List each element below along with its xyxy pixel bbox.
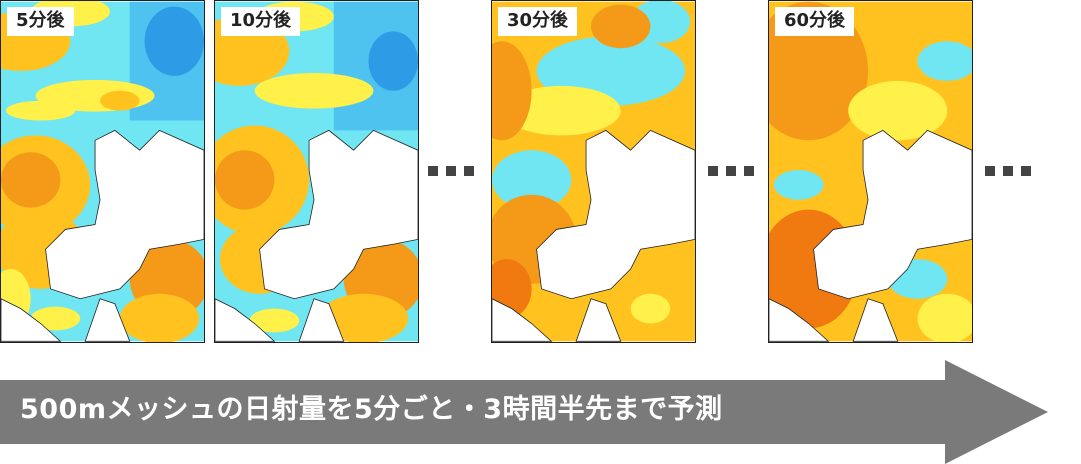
time-label: 5分後 [7,7,74,36]
time-label: 60分後 [775,7,855,36]
ellipsis-icon [708,164,754,178]
forecast-map-30min: 30分後 [491,0,696,343]
forecast-map-10min: 10分後 [214,0,419,343]
solar-radiation-map [492,1,695,342]
timeline-arrow: 500mメッシュの日射量を5分ごと・3時間半先まで予測 [0,360,1060,464]
solar-radiation-map [769,1,972,342]
time-label: 30分後 [498,7,578,36]
time-label: 10分後 [221,7,301,36]
right-arrow-icon [0,360,1048,464]
forecast-map-5min: 5分後 [0,0,205,343]
forecast-map-60min: 60分後 [768,0,973,343]
solar-radiation-map [1,1,204,342]
ellipsis-icon [428,164,474,178]
arrow-caption: 500mメッシュの日射量を5分ごと・3時間半先まで予測 [20,394,723,425]
solar-radiation-map [215,1,418,342]
ellipsis-icon [985,164,1031,178]
